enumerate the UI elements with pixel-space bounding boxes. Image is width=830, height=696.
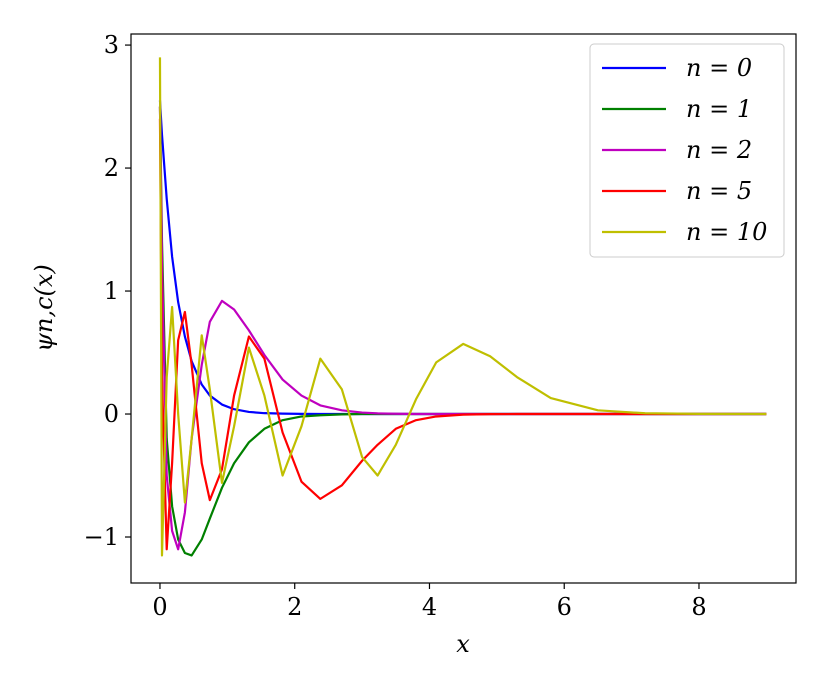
y-tick-label: 1 (104, 277, 119, 305)
legend-label: n = 10 (686, 218, 767, 246)
series-line (158, 118, 767, 551)
legend-label: n = 2 (686, 136, 752, 164)
plot-lines (158, 57, 767, 557)
legend-label: n = 1 (686, 95, 752, 123)
y-tick-label: 0 (104, 400, 119, 428)
y-tick-label: 2 (104, 154, 119, 182)
series-line (158, 57, 767, 557)
x-tick-label: 4 (422, 593, 437, 621)
x-tick-label: 6 (557, 593, 572, 621)
legend-box (589, 43, 785, 258)
plot-frame (130, 33, 797, 584)
x-tick-label: 0 (152, 593, 167, 621)
x-tick-label: 8 (691, 593, 706, 621)
y-tick-label: −1 (84, 523, 119, 551)
legend-label: n = 0 (686, 54, 752, 82)
legend-label: n = 5 (686, 177, 752, 205)
y-axis-label: ψn,c(x) (30, 264, 58, 352)
x-axis-label: x (456, 630, 470, 658)
y-tick-label: 3 (104, 31, 119, 59)
x-tick-label: 2 (287, 593, 302, 621)
